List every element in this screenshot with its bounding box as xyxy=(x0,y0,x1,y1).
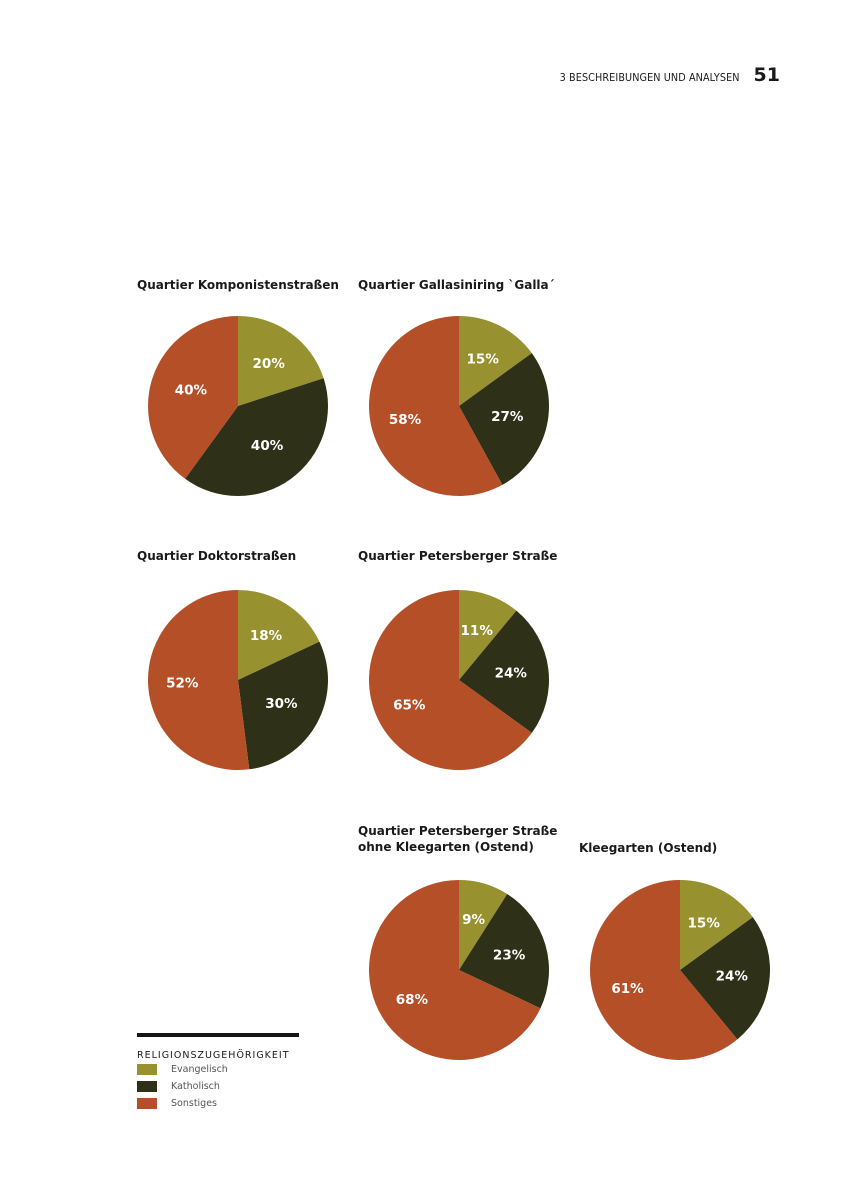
slice-evangelisch xyxy=(238,316,324,406)
label-sonstiges: 61% xyxy=(611,981,644,997)
label-katholisch: 40% xyxy=(251,438,284,454)
chart-title-line: Quartier Petersberger Straße xyxy=(358,549,558,563)
slice-katholisch xyxy=(459,894,549,1009)
label-sonstiges: 52% xyxy=(166,676,199,692)
chart-title-line: Quartier Petersberger Straße xyxy=(358,824,558,838)
chart-title-gallasiniring: Quartier Gallasiniring `Galla´ xyxy=(358,277,555,293)
legend-swatch xyxy=(137,1098,157,1109)
label-sonstiges: 65% xyxy=(393,697,426,713)
page-number: 51 xyxy=(753,64,780,86)
chart-title-line: Quartier Gallasiniring `Galla´ xyxy=(358,278,555,292)
pie-chart-petersberger-ohne-kleegarten: 9% 23% 68% xyxy=(368,880,549,1060)
slice-evangelisch xyxy=(238,590,320,680)
legend-swatch xyxy=(137,1064,157,1075)
pie-chart-petersberger-strasse: 11% 24% 65% xyxy=(368,590,550,770)
legend-title: RELIGIONSZUGEHÖRIGKEIT xyxy=(137,1050,290,1061)
pie-chart-komponistenstrassen: 20% 40% 40% xyxy=(148,316,329,497)
label-evangelisch: 11% xyxy=(461,623,494,639)
slice-katholisch xyxy=(238,641,328,770)
chart-title-line: Kleegarten (Ostend) xyxy=(579,841,718,855)
legend-item-katholisch: Katholisch xyxy=(137,1078,299,1095)
pie-chart-kleegarten: 15% 24% 61% xyxy=(590,880,771,1060)
label-evangelisch: 15% xyxy=(688,916,721,932)
legend-label: Sonstiges xyxy=(171,1098,218,1109)
section-title: 3 BESCHREIBUNGEN UND ANALYSEN xyxy=(559,72,740,84)
legend: RELIGIONSZUGEHÖRIGKEIT Evangelisch Katho… xyxy=(137,1033,299,1112)
chart-title-petersberger-strasse: Quartier Petersberger Straße xyxy=(358,548,557,564)
chart-title-petersberger-ohne-kleegarten: Quartier Petersberger Straße ohne Kleega… xyxy=(358,823,557,855)
slice-sonstiges xyxy=(147,590,250,770)
legend-label: Evangelisch xyxy=(171,1064,228,1075)
label-evangelisch: 9% xyxy=(462,912,485,928)
label-evangelisch: 18% xyxy=(250,628,283,644)
slice-katholisch xyxy=(185,378,329,497)
legend-label: Katholisch xyxy=(171,1081,220,1092)
legend-item-evangelisch: Evangelisch xyxy=(137,1061,299,1078)
legend-swatch xyxy=(137,1081,157,1092)
label-evangelisch: 20% xyxy=(253,356,286,372)
chart-title-line: ohne Kleegarten (Ostend) xyxy=(358,840,534,854)
slice-sonstiges xyxy=(368,880,541,1060)
label-katholisch: 30% xyxy=(265,696,298,712)
label-katholisch: 24% xyxy=(495,666,528,682)
slice-evangelisch xyxy=(680,880,753,970)
slice-sonstiges xyxy=(369,316,503,496)
slice-sonstiges xyxy=(590,880,738,1060)
label-katholisch: 24% xyxy=(716,969,749,985)
slice-evangelisch xyxy=(459,590,517,680)
slice-evangelisch xyxy=(459,316,532,406)
chart-title-doktorstrassen: Quartier Doktorstraßen xyxy=(137,548,296,564)
slice-katholisch xyxy=(459,610,550,733)
label-sonstiges: 58% xyxy=(389,412,422,428)
chart-title-komponistenstrassen: Quartier Komponistenstraßen xyxy=(137,277,339,293)
label-evangelisch: 15% xyxy=(467,352,500,368)
label-sonstiges: 40% xyxy=(175,383,208,399)
chart-title-kleegarten: Kleegarten (Ostend) xyxy=(579,840,717,856)
pie-chart-doktorstrassen: 18% 30% 52% xyxy=(147,590,328,770)
chart-title-line: Quartier Doktorstraßen xyxy=(137,549,297,563)
chart-title-line: Quartier Komponistenstraßen xyxy=(137,278,339,292)
slice-katholisch xyxy=(680,917,771,1040)
slice-evangelisch xyxy=(459,880,508,970)
page-header: 3 BESCHREIBUNGEN UND ANALYSEN 51 xyxy=(544,64,780,86)
label-katholisch: 23% xyxy=(493,947,526,963)
legend-rule xyxy=(137,1033,299,1037)
slice-sonstiges xyxy=(368,590,532,770)
label-sonstiges: 68% xyxy=(396,992,429,1008)
slice-sonstiges xyxy=(148,316,238,479)
legend-item-sonstiges: Sonstiges xyxy=(137,1095,299,1112)
pie-chart-gallasiniring: 15% 27% 58% xyxy=(369,316,550,496)
label-katholisch: 27% xyxy=(491,409,524,425)
slice-katholisch xyxy=(459,353,550,485)
